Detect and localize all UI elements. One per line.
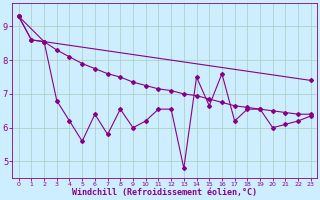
X-axis label: Windchill (Refroidissement éolien,°C): Windchill (Refroidissement éolien,°C)	[72, 188, 257, 197]
